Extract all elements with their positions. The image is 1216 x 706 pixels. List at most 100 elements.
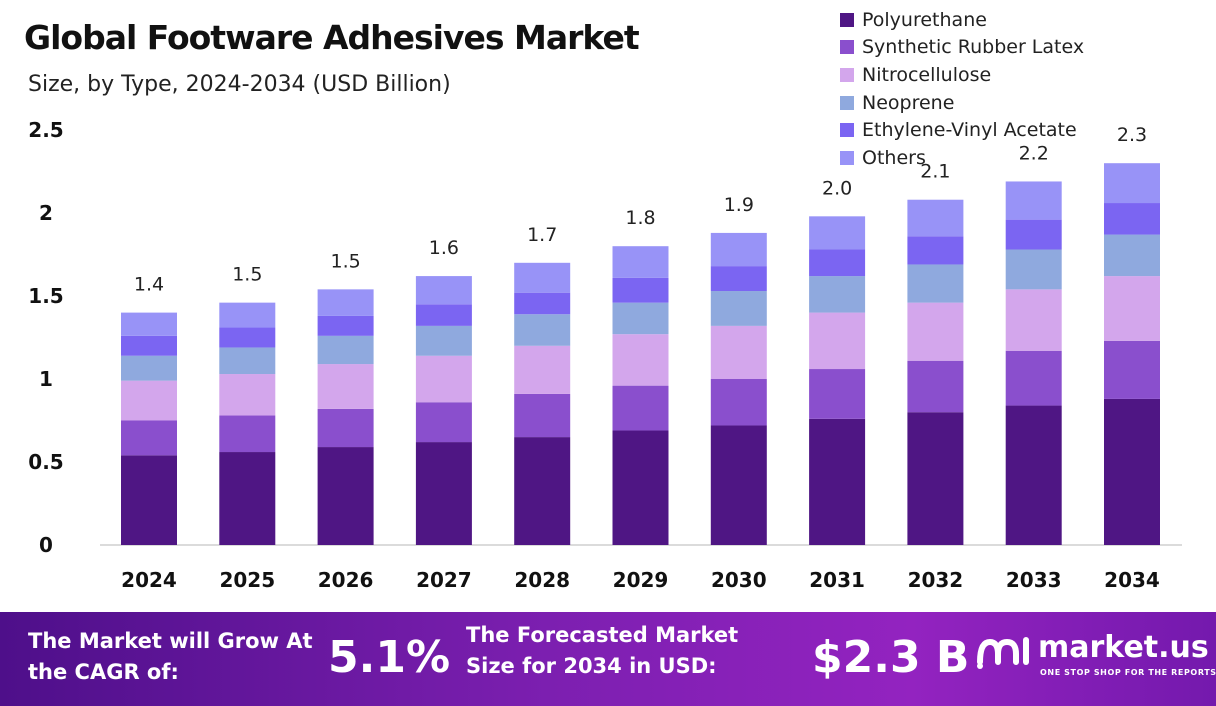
bar-segment [514,345,571,394]
bar-segment [121,312,177,336]
bar-segment [710,232,767,267]
legend-label: Nitrocellulose [862,63,992,86]
bar-segment [612,302,669,335]
bar-segment [907,236,964,265]
bar-stack [612,246,669,545]
bar-segment [710,325,767,379]
y-tick-label: 1 [39,367,53,391]
bar-segment [514,262,571,293]
bar-segment [219,327,276,348]
bar-segment [415,355,472,403]
bar-segment [219,415,276,453]
legend-item: Synthetic Rubber Latex [840,34,1084,62]
y-tick-label: 1.5 [28,284,63,308]
chart-legend: Polyurethane Synthetic Rubber Latex Nitroc… [840,6,1084,172]
legend-item: Nitrocellulose [840,61,1084,89]
bar-segment [415,442,472,545]
legend-swatch [840,123,854,138]
bar-segment [514,292,571,315]
bar-segment [317,289,374,316]
legend-swatch [840,12,854,27]
bar-stack [1104,163,1160,545]
legend-label: Ethylene-Vinyl Acetate [862,119,1077,142]
bar-segment [612,277,669,303]
bar-segment [1104,398,1160,545]
bar-segment [1005,350,1062,406]
bar-segment [710,379,767,426]
bar-segment [1104,276,1160,341]
bar-segment [121,420,177,456]
bar-segment [907,360,964,413]
chart-title: Global Footware Adhesives Market [24,18,640,57]
bar-segment [809,369,866,419]
bar-segment [1005,289,1062,351]
bar-segment [219,347,276,375]
legend-label: Neoprene [862,91,955,114]
bar-total-label: 2.0 [822,177,852,199]
bar-total-label: 1.7 [527,224,557,246]
bar-segment [710,291,767,326]
stacked-bar-chart: 0 0.5 1 1.5 2 2.5 1.4 2024 1.5 2025 1.5 2026 1.6 2027… [28,118,1182,592]
bar-stack [907,199,964,545]
legend-item: Ethylene-Vinyl Acetate [840,116,1084,144]
x-tick-label: 2034 [1104,568,1160,592]
legend-item: Neoprene [840,89,1084,117]
x-tick-label: 2029 [613,568,669,592]
bar-segment [809,249,866,277]
bar-stack [809,216,866,545]
bar-segment [514,314,571,346]
bar-total-label: 1.6 [429,237,459,259]
x-tick-label: 2033 [1006,568,1062,592]
bar-total-label: 1.9 [724,194,754,216]
legend-label: Polyurethane [862,8,987,31]
legend-item: Polyurethane [840,6,1084,34]
bar-total-label: 1.5 [232,264,262,286]
bar-segment [1005,181,1062,220]
bar-segment [514,393,571,438]
market-us-logo-icon [977,637,1029,669]
bar-segment [317,408,374,448]
bar-segment [1104,340,1160,399]
bar-segment [219,374,276,416]
bar-stack [1005,181,1062,545]
bar-stack [219,302,276,545]
bar-segment [612,246,669,278]
x-tick-label: 2031 [809,568,865,592]
brand-name: market.us [1038,630,1209,665]
bar-segment [415,325,472,356]
bar-segment [219,302,276,328]
x-tick-label: 2030 [711,568,767,592]
x-tick-label: 2027 [416,568,472,592]
bar-segment [317,447,374,545]
bar-segment [809,216,866,250]
footer-banner: The Market will Grow At the CAGR of: 5.1… [0,612,1216,706]
bar-total-label: 1.8 [625,207,655,229]
bar-segment [415,304,472,326]
cagr-value: 5.1% [328,632,451,683]
legend-label: Others [862,146,926,169]
bar-segment [612,334,669,386]
bar-stack [710,232,767,545]
legend-swatch [840,95,854,110]
market-size-label: The Forecasted Market Size for 2034 in U… [466,623,739,678]
legend-swatch [840,40,854,55]
y-tick-label: 0.5 [28,450,63,474]
x-tick-label: 2026 [318,568,374,592]
legend-item: Others [840,144,1084,172]
chart-subtitle: Size, by Type, 2024-2034 (USD Billion) [28,72,451,97]
bar-segment [317,335,374,365]
bar-segment [612,385,669,431]
legend-label: Synthetic Rubber Latex [862,36,1085,59]
bar-segment [612,430,669,545]
bar-stack [514,262,571,545]
bar-total-label: 1.4 [134,274,164,296]
chart-area: 0 0.5 1 1.5 2 2.5 1.4 2024 1.5 2025 1.5 2026 1.6 2027… [24,6,1182,592]
bar-segment [809,276,866,313]
bar-stack [317,289,374,545]
bar-segment [514,437,571,545]
bar-total-label: 1.5 [330,250,360,272]
bar-segment [121,355,177,381]
y-tick-label: 2.5 [28,118,63,142]
bar-total-label: 2.2 [1019,142,1049,164]
bar-segment [415,402,472,443]
